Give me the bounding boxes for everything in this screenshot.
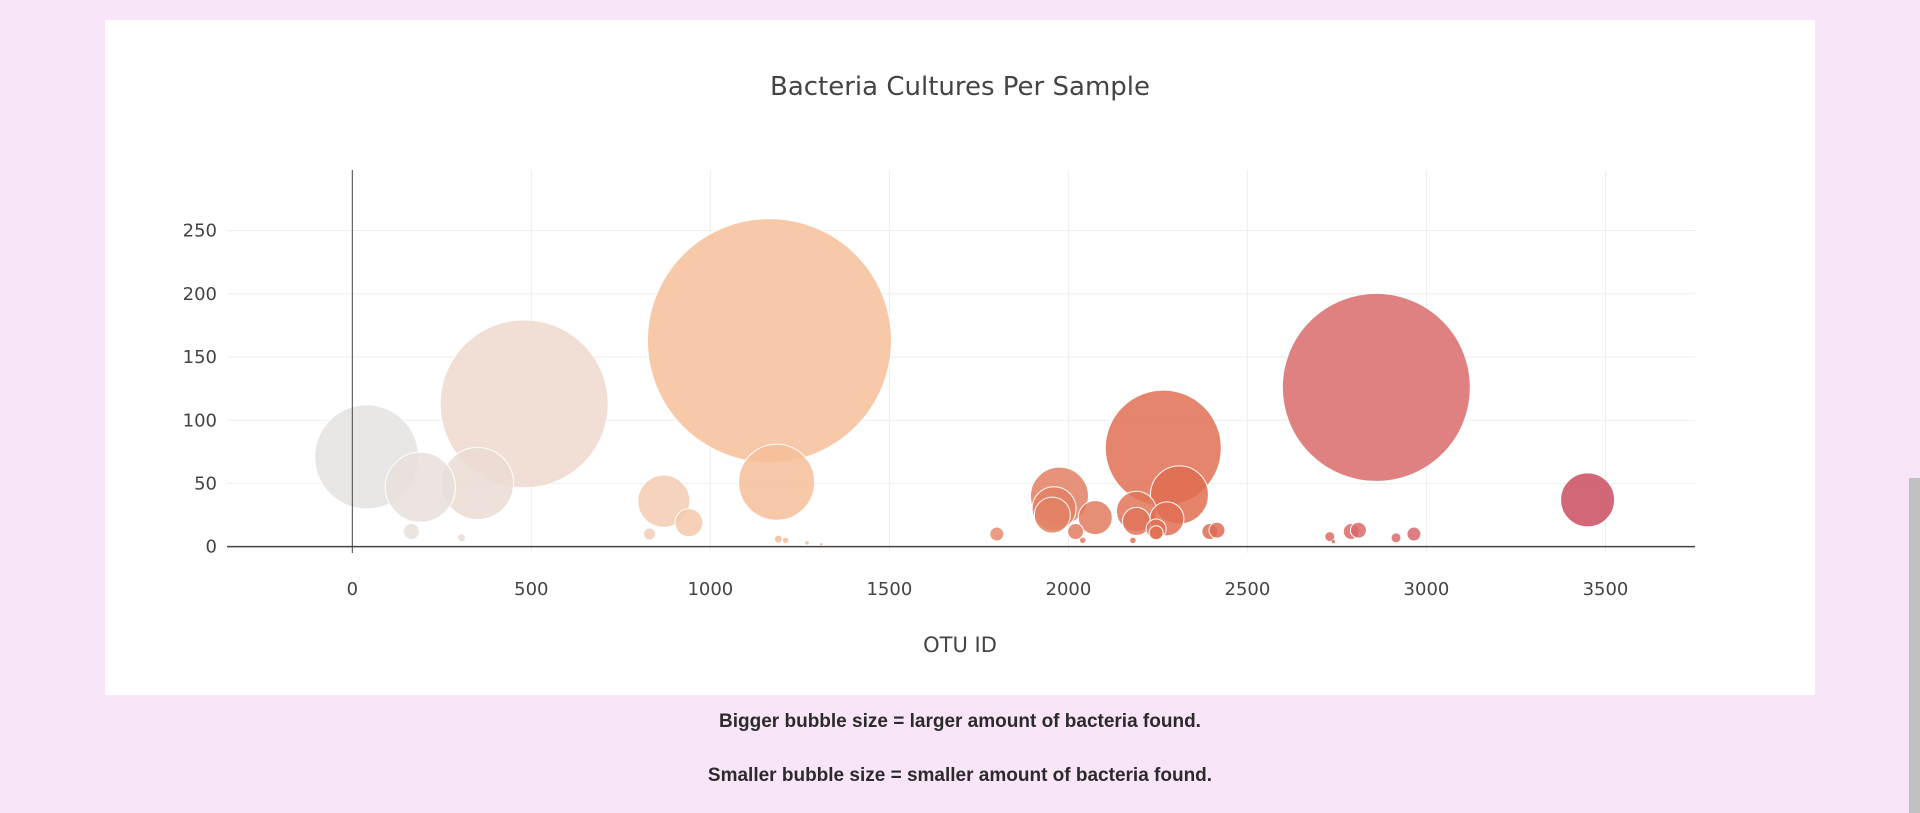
x-tick-label: 3000 bbox=[1404, 579, 1450, 600]
bubble bbox=[1349, 521, 1367, 539]
y-tick-label: 100 bbox=[183, 410, 217, 431]
bubble bbox=[674, 508, 704, 538]
chart-title: Bacteria Cultures Per Sample bbox=[770, 72, 1150, 102]
bubble bbox=[1129, 537, 1137, 544]
bubble bbox=[402, 523, 420, 541]
bubble bbox=[1077, 500, 1113, 536]
caption-bigger-bubble: Bigger bubble size = larger amount of ba… bbox=[719, 711, 1201, 732]
bubble bbox=[1281, 292, 1471, 482]
x-axis-title: OTU ID bbox=[923, 633, 997, 657]
bubble bbox=[738, 443, 816, 521]
bubble bbox=[773, 534, 783, 544]
axes bbox=[227, 170, 1695, 553]
bubble bbox=[642, 527, 656, 541]
bubble bbox=[637, 474, 691, 528]
y-tick-label: 50 bbox=[194, 473, 217, 494]
bubble bbox=[1208, 521, 1226, 539]
bubble bbox=[1067, 523, 1085, 541]
bubble bbox=[1148, 525, 1164, 541]
bubble bbox=[1560, 472, 1616, 528]
bubble bbox=[646, 218, 892, 464]
bubble bbox=[1390, 532, 1402, 544]
scrollbar-thumb[interactable] bbox=[1909, 478, 1920, 813]
bubble bbox=[819, 542, 824, 546]
x-tick-label: 1500 bbox=[866, 579, 912, 600]
bubble bbox=[439, 319, 609, 489]
bubble bbox=[1331, 539, 1336, 544]
bubble bbox=[1079, 537, 1086, 544]
x-tick-label: 1000 bbox=[687, 579, 733, 600]
bubble-chart: 0 500 1000 1500 2000 2500 3000 3500 0 50 100 150 200… bbox=[183, 72, 1695, 657]
bubble bbox=[989, 526, 1005, 542]
bubble bbox=[1324, 531, 1336, 543]
caption-smaller-bubble: Smaller bubble size = smaller amount of … bbox=[707, 765, 1213, 786]
y-tick-label: 0 bbox=[206, 537, 217, 558]
bubble bbox=[782, 537, 789, 544]
y-tick-label: 150 bbox=[183, 347, 217, 368]
bubble-layer bbox=[314, 218, 1616, 546]
tick-labels: 0 500 1000 1500 2000 2500 3000 3500 0 50 100 150 200… bbox=[183, 221, 1629, 600]
bubble bbox=[1406, 526, 1422, 542]
x-tick-label: 2000 bbox=[1046, 579, 1092, 600]
bubble bbox=[457, 533, 467, 543]
bubble bbox=[1033, 496, 1071, 534]
x-tick-label: 500 bbox=[514, 579, 548, 600]
x-tick-label: 0 bbox=[347, 579, 358, 600]
x-tick-label: 3500 bbox=[1583, 579, 1629, 600]
bubble bbox=[804, 540, 810, 546]
bubble bbox=[384, 451, 456, 523]
x-tick-label: 2500 bbox=[1225, 579, 1271, 600]
y-tick-label: 250 bbox=[183, 221, 217, 242]
chart-card: 0 500 1000 1500 2000 2500 3000 3500 0 50 100 150 200… bbox=[105, 20, 1815, 695]
y-tick-label: 200 bbox=[183, 284, 217, 305]
